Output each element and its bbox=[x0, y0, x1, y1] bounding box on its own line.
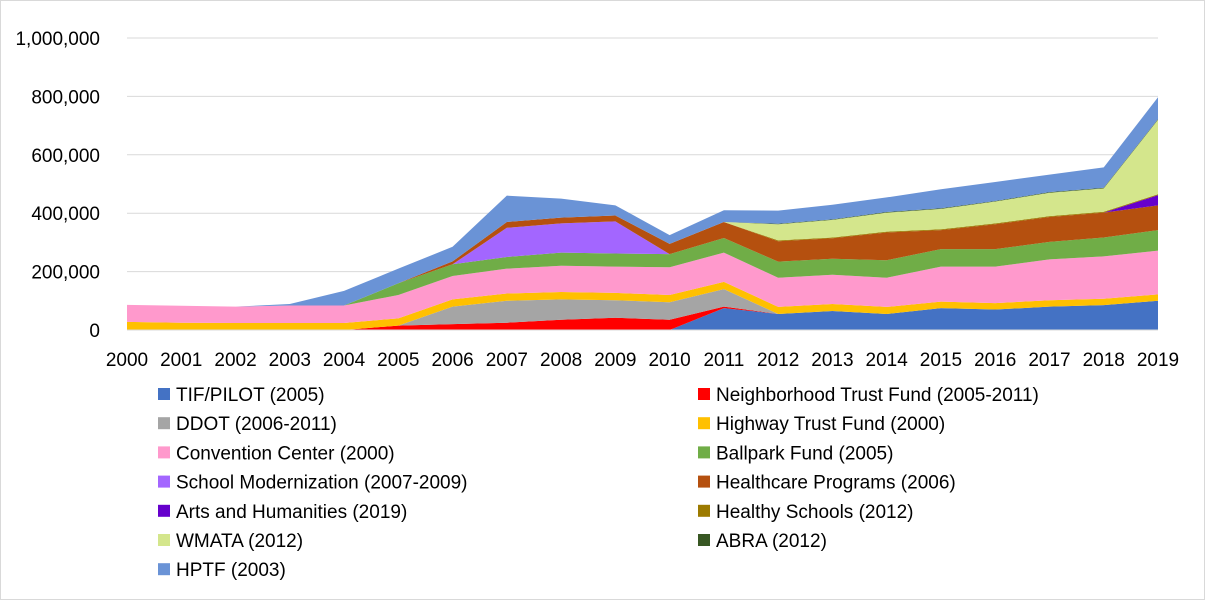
x-tick-label: 2019 bbox=[1137, 350, 1179, 371]
legend-item: Ballpark Fund (2005) bbox=[698, 443, 893, 464]
y-tick-label: 800,000 bbox=[31, 87, 100, 108]
x-tick-label: 2013 bbox=[811, 350, 853, 371]
area-series-convention-center-2000 bbox=[127, 250, 1158, 323]
x-tick-label: 2004 bbox=[323, 350, 366, 371]
legend-swatch bbox=[698, 446, 710, 459]
legend-item: WMATA (2012) bbox=[158, 531, 303, 552]
legend-swatch bbox=[698, 475, 710, 488]
legend-label: ABRA (2012) bbox=[716, 531, 827, 552]
x-tick-label: 2007 bbox=[486, 350, 528, 371]
x-tick-label: 2017 bbox=[1028, 350, 1070, 371]
area-series-school-modernization-2007-2009 bbox=[127, 221, 1158, 307]
x-tick-label: 2002 bbox=[214, 350, 256, 371]
x-tick-label: 2008 bbox=[540, 350, 582, 371]
legend-item: Healthcare Programs (2006) bbox=[698, 473, 956, 494]
legend-item: Neighborhood Trust Fund (2005-2011) bbox=[698, 385, 1039, 406]
y-tick-label: 0 bbox=[89, 321, 100, 342]
legend: TIF/PILOT (2005) Neighborhood Trust Fund … bbox=[158, 385, 1039, 581]
legend-item: HPTF (2003) bbox=[158, 560, 286, 581]
legend-label: Ballpark Fund (2005) bbox=[716, 443, 893, 464]
x-tick-label: 2000 bbox=[106, 350, 148, 371]
x-tick-label: 2009 bbox=[594, 350, 636, 371]
legend-item: Healthy Schools (2012) bbox=[698, 502, 914, 523]
x-tick-label: 2014 bbox=[866, 350, 909, 371]
area-series-hptf-2003 bbox=[127, 97, 1158, 307]
legend-label: TIF/PILOT (2005) bbox=[176, 385, 325, 406]
legend-swatch bbox=[158, 563, 170, 576]
legend-item: ABRA (2012) bbox=[698, 531, 827, 552]
legend-item: School Modernization (2007-2009) bbox=[158, 473, 468, 494]
y-tick-label: 600,000 bbox=[31, 146, 100, 167]
legend-label: DDOT (2006-2011) bbox=[176, 414, 337, 435]
legend-swatch bbox=[698, 388, 710, 400]
x-tick-label: 2003 bbox=[269, 350, 311, 371]
y-tick-label: 400,000 bbox=[31, 204, 100, 225]
x-tick-label: 2015 bbox=[920, 350, 962, 371]
legend-label: Convention Center (2000) bbox=[176, 443, 395, 464]
axes: 0 200,000 400,000 600,000 800,000 1,000,000 20… bbox=[15, 29, 1179, 371]
area-series-highway-trust-fund-2000 bbox=[127, 281, 1158, 330]
legend-swatch bbox=[158, 446, 170, 459]
x-tick-label: 2010 bbox=[648, 350, 690, 371]
legend-swatch bbox=[158, 504, 170, 517]
legend-swatch bbox=[698, 504, 710, 517]
x-tick-label: 2012 bbox=[757, 350, 799, 371]
area-series-tif-pilot-2005 bbox=[127, 300, 1158, 330]
legend-label: Healthcare Programs (2006) bbox=[716, 473, 956, 494]
y-tick-label: 200,000 bbox=[31, 263, 100, 284]
x-tick-label: 2006 bbox=[431, 350, 473, 371]
legend-label: Arts and Humanities (2019) bbox=[176, 502, 407, 523]
y-tick-label: 1,000,000 bbox=[15, 29, 100, 50]
legend-item: Arts and Humanities (2019) bbox=[158, 502, 407, 523]
x-tick-label: 2005 bbox=[377, 350, 419, 371]
plot-areas bbox=[127, 97, 1158, 330]
legend-swatch bbox=[158, 475, 170, 488]
legend-item: TIF/PILOT (2005) bbox=[158, 385, 325, 406]
legend-label: School Modernization (2007-2009) bbox=[176, 473, 468, 494]
legend-swatch bbox=[158, 417, 170, 430]
x-tick-label: 2011 bbox=[703, 350, 744, 371]
legend-swatch bbox=[698, 417, 710, 430]
area-series-neighborhood-trust-fund-2005-2011 bbox=[127, 300, 1158, 330]
x-tick-label: 2016 bbox=[974, 350, 1016, 371]
legend-label: Healthy Schools (2012) bbox=[716, 502, 914, 523]
legend-item: Convention Center (2000) bbox=[158, 443, 395, 464]
legend-item: Highway Trust Fund (2000) bbox=[698, 414, 945, 435]
area-series-ddot-2006-2011 bbox=[127, 289, 1158, 330]
x-tick-label: 2018 bbox=[1083, 350, 1125, 371]
legend-label: Neighborhood Trust Fund (2005-2011) bbox=[716, 385, 1039, 406]
legend-label: Highway Trust Fund (2000) bbox=[716, 414, 945, 435]
x-tick-label: 2001 bbox=[160, 350, 202, 371]
legend-label: HPTF (2003) bbox=[176, 560, 286, 581]
area-series-wmata-2012 bbox=[127, 119, 1158, 307]
legend-item: DDOT (2006-2011) bbox=[158, 414, 337, 435]
legend-label: WMATA (2012) bbox=[176, 531, 303, 552]
legend-swatch bbox=[158, 534, 170, 546]
legend-swatch bbox=[698, 534, 710, 546]
legend-swatch bbox=[158, 388, 170, 400]
